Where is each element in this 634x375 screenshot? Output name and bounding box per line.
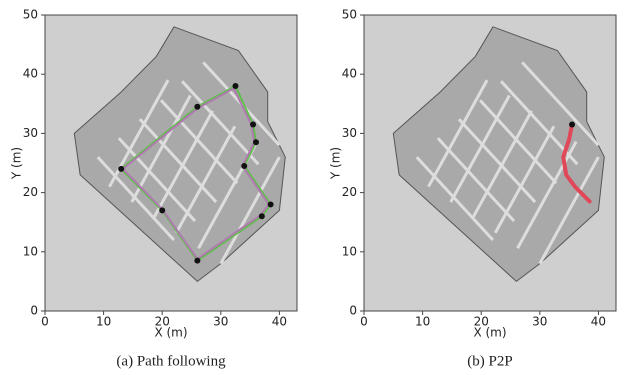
y-tick-label: 0 bbox=[30, 304, 38, 318]
y-tick-label: 30 bbox=[23, 126, 38, 140]
waypoint bbox=[118, 166, 124, 172]
caption: (b) P2P bbox=[467, 353, 512, 369]
x-tick-label: 10 bbox=[96, 315, 111, 329]
x-axis-label: X (m) bbox=[154, 326, 187, 340]
y-tick-label: 0 bbox=[349, 304, 357, 318]
waypoint bbox=[268, 201, 274, 207]
x-tick-label: 30 bbox=[532, 315, 547, 329]
waypoint bbox=[194, 258, 200, 264]
figure: 0 10 20 30 40 0 10 20 30 40 50 X (m) Y (m) (a) Path f… bbox=[0, 0, 634, 375]
y-axis-label: Y (m) bbox=[10, 147, 24, 180]
y-tick-label: 10 bbox=[342, 244, 357, 258]
y-axis-label: Y (m) bbox=[329, 147, 343, 180]
x-tick-label: 10 bbox=[415, 315, 430, 329]
y-tick-label: 50 bbox=[23, 8, 38, 22]
x-tick-label: 40 bbox=[272, 315, 287, 329]
waypoint bbox=[194, 104, 200, 110]
waypoint bbox=[232, 83, 238, 89]
x-tick-label: 40 bbox=[591, 315, 606, 329]
y-tick-label: 40 bbox=[23, 67, 38, 81]
waypoint bbox=[259, 213, 265, 219]
y-tick-label: 20 bbox=[23, 185, 38, 199]
waypoint bbox=[253, 139, 259, 145]
x-axis-label: X (m) bbox=[473, 326, 506, 340]
y-tick-label: 30 bbox=[342, 126, 357, 140]
y-tick-label: 10 bbox=[23, 244, 38, 258]
y-tick-label: 50 bbox=[342, 8, 357, 22]
caption: (a) Path following bbox=[116, 353, 226, 369]
x-tick-label: 0 bbox=[41, 315, 49, 329]
waypoint bbox=[241, 163, 247, 169]
y-tick-label: 40 bbox=[342, 67, 357, 81]
waypoint bbox=[569, 122, 575, 128]
y-tick-label: 20 bbox=[342, 185, 357, 199]
x-tick-label: 30 bbox=[213, 315, 228, 329]
waypoint bbox=[159, 207, 165, 213]
waypoint bbox=[250, 122, 256, 128]
x-tick-label: 0 bbox=[360, 315, 368, 329]
